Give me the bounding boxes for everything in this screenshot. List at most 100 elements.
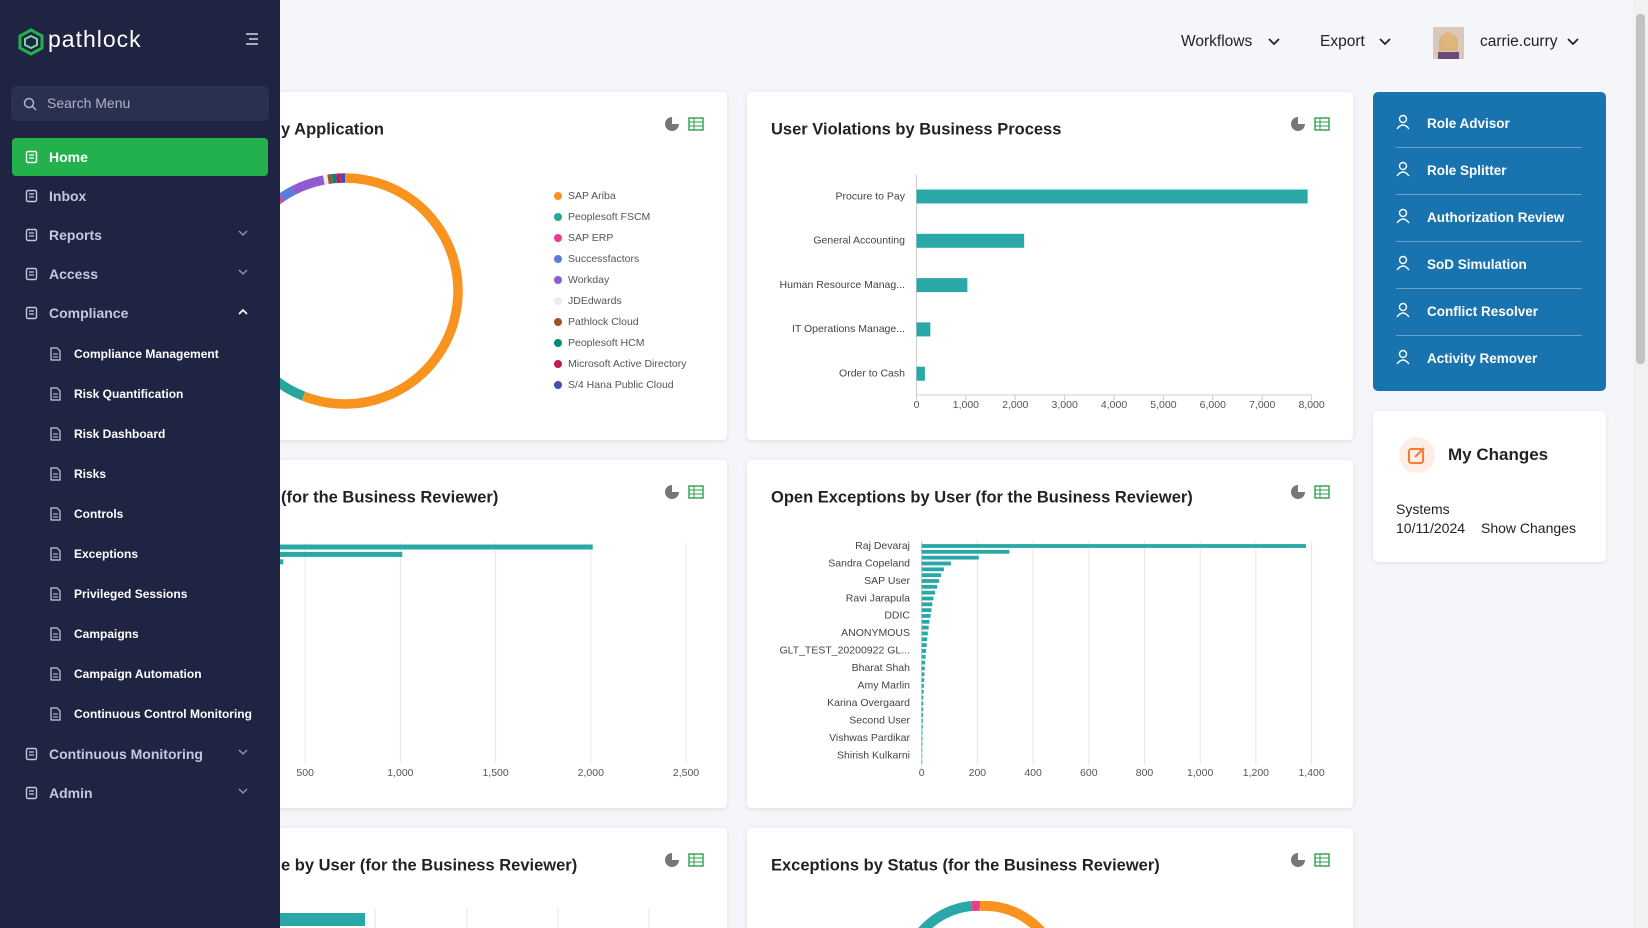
x-tick-label: 2,000	[578, 767, 604, 779]
bar	[916, 189, 1308, 204]
my-changes: My Changes Systems 10/11/2024 Show Chang…	[1373, 411, 1606, 562]
bar	[921, 660, 926, 665]
quick-link[interactable]: SoD Simulation	[1396, 241, 1582, 289]
nav-item[interactable]: Admin	[12, 774, 268, 812]
nav-item[interactable]: Privileged Sessions	[12, 575, 268, 613]
menu-toggle[interactable]	[245, 33, 259, 45]
table-icon-grid	[1315, 118, 1329, 130]
bar	[921, 689, 924, 694]
card-title: User Violations by Business Process	[771, 120, 1061, 138]
pie-icon-slice	[1298, 853, 1305, 860]
y-tick-label: Order to Cash	[839, 367, 905, 379]
nav-icon	[25, 267, 38, 281]
user-name[interactable]: carrie.curry	[1480, 33, 1558, 50]
x-tick-label: 5,000	[1150, 399, 1176, 411]
quick-link[interactable]: Role Advisor	[1396, 100, 1582, 148]
bar	[921, 707, 924, 712]
legend-dot	[554, 339, 562, 347]
x-tick-label: 1,000	[1187, 767, 1213, 779]
nav-label: Inbox	[49, 188, 87, 204]
link-icon	[1396, 114, 1410, 130]
nav-item[interactable]: Compliance Management	[12, 335, 268, 373]
quick-links: Role Advisor Role Splitter Authorization R…	[1373, 92, 1606, 391]
nav-item[interactable]: Inbox	[12, 177, 268, 215]
bar	[921, 753, 923, 758]
chevron	[238, 308, 248, 315]
bar	[921, 631, 928, 636]
card-title: Exceptions by Status (for the Business R…	[771, 856, 1160, 874]
bar	[916, 278, 968, 293]
legend-dot	[554, 234, 562, 242]
nav-icon	[50, 507, 61, 521]
nav-item[interactable]: Home	[12, 138, 268, 176]
quick-link[interactable]: Conflict Resolver	[1396, 288, 1582, 336]
x-tick-label: 0	[919, 767, 925, 779]
nav-item[interactable]: Risk Dashboard	[12, 415, 268, 453]
donut-slice	[291, 175, 325, 195]
bar	[921, 602, 933, 607]
y-tick-label: Bharat Shah	[852, 662, 911, 674]
menu[interactable]: Export	[1320, 33, 1365, 50]
y-tick-label: DDIC	[884, 610, 910, 622]
quick-link[interactable]: Activity Remover	[1396, 335, 1582, 382]
y-tick-label: Raj Devaraj	[855, 540, 910, 552]
edit-icon	[1399, 437, 1435, 473]
bar	[921, 730, 923, 735]
nav-item[interactable]: Continuous Monitoring	[12, 735, 268, 773]
scroll-thumb[interactable]	[1636, 14, 1645, 364]
nav-icon	[50, 347, 61, 361]
quick-link[interactable]: Authorization Review	[1396, 194, 1582, 242]
nav-label: Risk Dashboard	[74, 427, 166, 441]
nav-icon	[50, 667, 61, 681]
bar	[921, 579, 939, 583]
nav-icon	[50, 387, 61, 401]
chevron	[238, 230, 248, 236]
table-icon	[1314, 117, 1330, 131]
legend-label: S/4 Hana Public Cloud	[568, 379, 674, 391]
nav-icon	[50, 427, 61, 441]
table-icon-grid	[689, 118, 703, 130]
link-label: SoD Simulation	[1427, 257, 1527, 272]
nav-item[interactable]: Access	[12, 255, 268, 293]
bar	[921, 695, 924, 700]
link-label: Role Advisor	[1427, 116, 1510, 131]
nav-item[interactable]: Controls	[12, 495, 268, 533]
bar	[921, 596, 934, 601]
bar	[921, 608, 932, 613]
nav-item[interactable]: Reports	[12, 216, 268, 254]
bar	[921, 643, 927, 648]
legend-dot	[554, 360, 562, 368]
scrollbar[interactable]	[1633, 0, 1648, 928]
nav-item[interactable]: Continuous Control Monitoring	[12, 695, 268, 733]
nav-icon	[50, 707, 61, 721]
y-tick-label: SAP User	[864, 575, 910, 587]
legend-dot	[554, 255, 562, 263]
bar	[280, 913, 365, 926]
nav-label: Exceptions	[74, 547, 139, 561]
nav-item[interactable]: Campaigns	[12, 615, 268, 653]
y-tick-label: Ravi Jarapula	[846, 592, 910, 604]
bar	[916, 366, 925, 381]
bar	[921, 614, 931, 618]
quick-link[interactable]: Role Splitter	[1396, 147, 1582, 195]
search[interactable]: Search Menu	[11, 86, 269, 121]
nav-item[interactable]: Exceptions	[12, 535, 268, 573]
bar	[921, 555, 979, 560]
nav-label: Compliance Management	[74, 347, 219, 361]
avatar[interactable]	[1433, 27, 1464, 59]
table-icon	[688, 853, 704, 867]
nav-label: Continuous Control Monitoring	[74, 707, 252, 721]
nav-item[interactable]: Risks	[12, 455, 268, 493]
menu[interactable]: Workflows	[1181, 33, 1253, 50]
bar	[921, 573, 942, 578]
nav-item[interactable]: Campaign Automation	[12, 655, 268, 693]
bar	[916, 322, 931, 337]
nav-icon	[50, 467, 61, 481]
nav-item[interactable]: Compliance	[12, 294, 268, 332]
link-label: Conflict Resolver	[1427, 304, 1539, 319]
show-changes[interactable]: Show Changes	[1481, 520, 1576, 536]
table-icon-grid	[1315, 486, 1329, 498]
nav-item[interactable]: Risk Quantification	[12, 375, 268, 413]
donut-slice	[327, 174, 333, 184]
